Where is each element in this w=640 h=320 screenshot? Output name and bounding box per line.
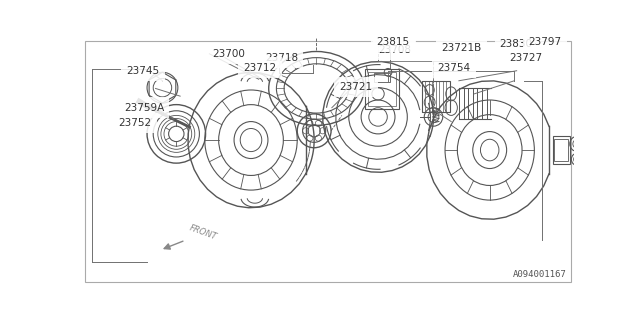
Text: 23745: 23745	[126, 66, 159, 76]
Text: 23752: 23752	[118, 118, 152, 128]
Text: 23759A: 23759A	[124, 103, 164, 113]
Text: 23754: 23754	[437, 63, 470, 73]
Text: 23700: 23700	[212, 49, 245, 59]
Bar	[422, 81, 450, 112]
Bar	[368, 72, 396, 106]
Text: 23727: 23727	[509, 53, 543, 63]
Text: 23708: 23708	[378, 45, 411, 55]
Text: FRONT: FRONT	[188, 224, 218, 242]
Text: 23830: 23830	[500, 39, 532, 49]
Text: A094001167: A094001167	[513, 270, 566, 279]
Bar	[374, 73, 390, 82]
Text: 23721B: 23721B	[441, 43, 481, 52]
Bar	[553, 136, 570, 164]
Text: 23718: 23718	[265, 53, 298, 63]
Text: 23712: 23712	[243, 63, 276, 73]
Text: 23797: 23797	[528, 37, 561, 47]
Text: 23721: 23721	[340, 82, 372, 92]
Bar	[554, 139, 568, 161]
Bar	[365, 69, 399, 109]
Text: 23815: 23815	[376, 37, 410, 47]
